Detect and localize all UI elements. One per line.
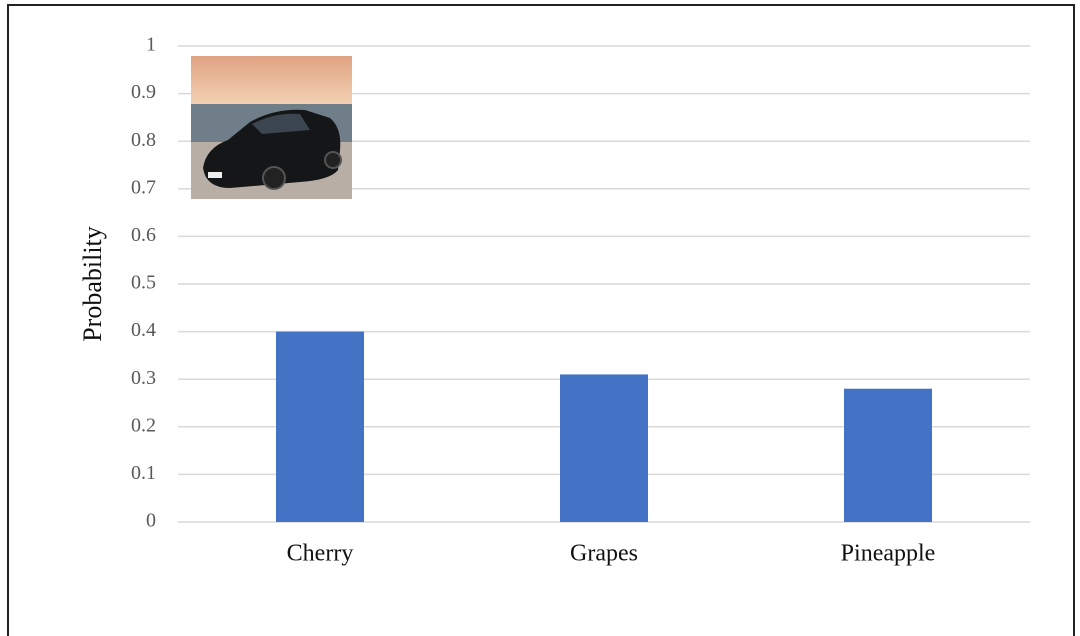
x-tick-label: Pineapple <box>841 541 936 567</box>
y-axis-label: Probability <box>78 226 107 342</box>
y-tick-label: 1 <box>146 34 156 56</box>
y-tick-label: 0.9 <box>131 81 156 103</box>
bar <box>276 331 364 522</box>
bar <box>844 388 932 522</box>
y-tick-label: 0.8 <box>131 129 156 151</box>
y-tick-label: 0.4 <box>131 319 156 341</box>
y-tick-label: 0.2 <box>131 414 156 436</box>
y-tick-label: 0.1 <box>131 462 156 484</box>
x-tick-label: Grapes <box>570 541 638 567</box>
x-tick-label: Cherry <box>287 541 354 567</box>
y-tick-label: 0.5 <box>131 272 156 294</box>
y-tick-label: 0 <box>146 510 156 532</box>
frame <box>7 4 1075 636</box>
bars <box>276 331 932 522</box>
y-tick-label: 0.6 <box>131 224 156 246</box>
y-tick-label: 0.7 <box>131 176 156 198</box>
bar <box>560 374 648 522</box>
car-photo <box>191 56 352 199</box>
y-tick-label: 0.3 <box>131 367 156 389</box>
